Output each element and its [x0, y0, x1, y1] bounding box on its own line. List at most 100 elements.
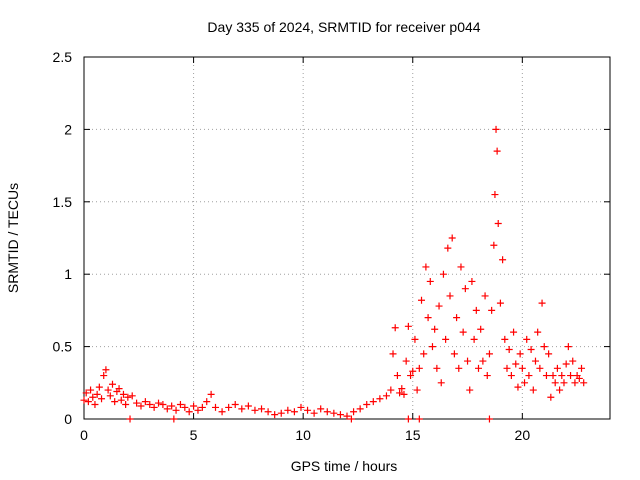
data-point-marker [330, 409, 338, 417]
data-point-marker [155, 399, 163, 407]
y-tick-label: 1.5 [53, 194, 73, 210]
data-point-marker [277, 409, 285, 417]
data-point-marker [411, 335, 419, 343]
data-point-marker [564, 343, 572, 351]
data-point-marker [466, 386, 474, 394]
data-point-marker [198, 403, 206, 411]
data-point-marker [494, 220, 502, 228]
data-point-marker [150, 403, 158, 411]
data-point-marker [122, 401, 130, 409]
x-tick-label: 5 [190, 427, 198, 443]
data-point-marker [575, 374, 583, 382]
data-point-marker [98, 395, 106, 403]
data-point-marker [350, 408, 358, 416]
data-point-marker [461, 285, 469, 293]
y-tick-label: 0 [64, 411, 72, 427]
data-point-marker [523, 335, 531, 343]
data-point-marker [499, 256, 507, 264]
data-point-marker [578, 364, 586, 372]
data-point-marker [347, 415, 355, 423]
data-point-marker [490, 241, 498, 249]
data-point-marker [536, 364, 544, 372]
data-point-marker [501, 335, 509, 343]
data-point-marker [510, 328, 518, 336]
data-point-marker [297, 403, 305, 411]
data-point-marker [117, 396, 125, 404]
data-point-marker [514, 383, 522, 391]
data-point-marker [428, 343, 436, 351]
grid-lines [84, 57, 610, 419]
data-point-marker [404, 415, 412, 423]
data-point-marker [525, 372, 533, 380]
data-point-marker [89, 393, 97, 401]
data-point-marker [547, 393, 555, 401]
data-point-marker [170, 415, 178, 423]
data-point-marker [382, 392, 390, 400]
data-point-marker [492, 125, 500, 133]
data-point-marker [542, 372, 550, 380]
data-point-marker [512, 360, 520, 368]
data-point-marker [190, 402, 198, 410]
data-point-marker [415, 415, 423, 423]
y-tick-label: 2 [64, 121, 72, 137]
data-point-marker [453, 314, 461, 322]
data-point-marker [225, 403, 233, 411]
data-point-marker [420, 350, 428, 358]
data-point-marker [93, 390, 101, 398]
data-point-marker [336, 411, 344, 419]
data-point-marker [433, 364, 441, 372]
data-point-marker [580, 379, 588, 387]
data-point-marker [310, 409, 318, 417]
data-point-marker [369, 398, 377, 406]
data-point-marker [284, 406, 292, 414]
y-tick-label: 1 [64, 266, 72, 282]
data-point-marker [104, 386, 112, 394]
data-point-marker [422, 263, 430, 271]
data-point-marker [258, 405, 266, 413]
x-axis-label: GPS time / hours [291, 458, 398, 474]
data-point-marker [244, 402, 252, 410]
data-point-marker [194, 406, 202, 414]
data-point-marker [450, 350, 458, 358]
data-point-marker [168, 402, 176, 410]
data-point-marker [521, 379, 529, 387]
data-point-marker [271, 411, 279, 419]
data-point-marker [409, 367, 417, 375]
data-point-marker [459, 328, 467, 336]
data-point-marker [477, 325, 485, 333]
data-point-marker [507, 372, 515, 380]
data-point-marker [567, 372, 575, 380]
data-point-marker [128, 392, 136, 400]
x-tick-label: 20 [515, 427, 531, 443]
data-point-marker [172, 406, 180, 414]
data-point-marker [516, 350, 524, 358]
data-point-marker [407, 372, 415, 380]
data-point-marker [264, 408, 272, 416]
data-point-marker [400, 390, 408, 398]
data-point-marker [207, 390, 215, 398]
x-tick-label: 10 [295, 427, 311, 443]
data-point-marker [527, 345, 535, 353]
data-point-marker [556, 386, 564, 394]
data-point-marker [551, 379, 559, 387]
data-point-marker [393, 372, 401, 380]
data-point-marker [457, 263, 465, 271]
data-point-marker [468, 277, 476, 285]
data-point-marker [426, 277, 434, 285]
data-point-marker [87, 386, 95, 394]
data-point-marker [80, 396, 88, 404]
data-point-marker [163, 405, 171, 413]
data-point-marker [111, 398, 119, 406]
data-point-marker [115, 385, 123, 393]
data-point-marker [470, 335, 478, 343]
data-point-marker [505, 345, 513, 353]
data-point-marker [437, 379, 445, 387]
data-point-marker [446, 292, 454, 300]
data-point-marker [485, 415, 493, 423]
y-tick-label: 2.5 [53, 49, 73, 65]
y-tick-label: 0.5 [53, 339, 73, 355]
data-point-marker [571, 379, 579, 387]
x-tick-label: 15 [405, 427, 421, 443]
data-point-marker [558, 372, 566, 380]
